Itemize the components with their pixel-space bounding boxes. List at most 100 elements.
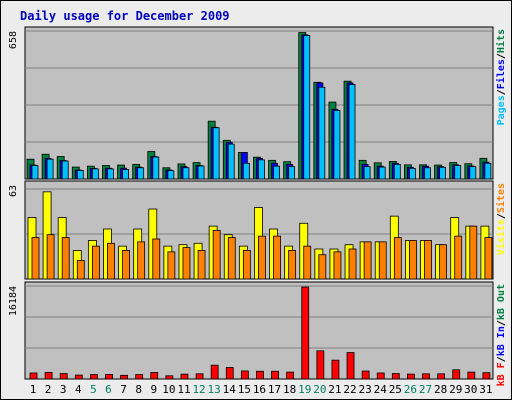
day-label: 6 <box>105 383 112 396</box>
day-label: 7 <box>120 383 127 396</box>
sites-bar <box>167 251 176 280</box>
day-label: 29 <box>449 383 462 396</box>
sites-bar <box>363 241 372 280</box>
kb-f-bar <box>361 370 370 380</box>
kb-f-bar <box>452 369 461 380</box>
pages-bar <box>469 166 477 180</box>
day-label: 12 <box>192 383 205 396</box>
legend-hits-files-pages: Pages/Files/Hits <box>495 29 507 125</box>
sites-bar <box>31 237 40 280</box>
pages-bar <box>182 167 190 180</box>
pages-bar <box>439 166 447 180</box>
legend-visits-sites: Visits/Sites <box>495 183 507 255</box>
day-label: 26 <box>404 383 417 396</box>
day-label: 3 <box>60 383 67 396</box>
pages-bar <box>197 165 205 180</box>
legend-entry: kB In <box>496 326 507 356</box>
pages-bar <box>61 160 69 180</box>
legend-entry: / <box>496 213 507 219</box>
pages-bar <box>167 170 175 180</box>
pages-bar <box>242 162 250 180</box>
day-label: 20 <box>313 383 326 396</box>
sites-bar <box>61 237 70 280</box>
sites-bar <box>318 254 327 280</box>
legend-kbytes: kB F/kB In/kB Out <box>496 284 507 386</box>
sites-bar <box>454 235 463 280</box>
pages-bar <box>484 162 492 180</box>
y-max-label: 658 <box>8 31 19 49</box>
pages-bar <box>46 158 54 180</box>
kb-f-bar <box>271 370 279 380</box>
sites-bar <box>46 234 55 280</box>
kb-f-bar <box>225 367 234 380</box>
day-label: 17 <box>268 383 281 396</box>
sites-bar <box>91 245 100 280</box>
legend-entry: / <box>496 356 507 362</box>
pages-bar <box>454 165 462 180</box>
sites-bar <box>378 241 387 280</box>
kb-f-bar <box>120 374 128 380</box>
day-label: 5 <box>90 383 97 396</box>
pages-bar <box>107 168 114 180</box>
sites-bar <box>424 240 432 280</box>
sites-bar <box>288 250 297 280</box>
day-label: 23 <box>359 383 372 396</box>
sites-bar <box>137 241 146 280</box>
legend-entry: Pages <box>496 95 507 125</box>
day-label: 19 <box>298 383 311 396</box>
kb-f-bar <box>150 372 159 380</box>
legend-entry: Hits <box>495 29 507 53</box>
day-label: 13 <box>208 383 221 396</box>
pages-bar <box>348 84 356 180</box>
day-label: 28 <box>434 383 447 396</box>
sites-bar <box>152 238 161 280</box>
kb-f-bar <box>240 370 249 380</box>
kb-f-bar <box>195 373 204 380</box>
day-label: 1 <box>30 383 37 396</box>
sites-bar <box>409 240 417 280</box>
kb-f-bar <box>407 373 415 380</box>
pages-bar <box>318 86 326 180</box>
day-label: 14 <box>223 383 237 396</box>
sites-bar <box>273 235 281 280</box>
sites-bar <box>348 248 357 280</box>
day-label: 8 <box>135 383 142 396</box>
sites-bar <box>122 250 130 280</box>
day-label: 24 <box>374 383 388 396</box>
kb-f-bar <box>89 374 98 380</box>
pages-bar <box>227 143 235 180</box>
day-label: 10 <box>162 383 175 396</box>
sites-bar <box>212 230 221 280</box>
chart-title: Daily usage for December 2009 <box>20 9 230 23</box>
kb-f-bar <box>29 372 38 380</box>
chart-panel-kbytes <box>24 281 494 380</box>
sites-bar <box>197 250 206 280</box>
kb-f-bar <box>482 372 491 380</box>
legend-entry: Files <box>495 59 507 89</box>
sites-bar <box>242 250 251 280</box>
pages-bar <box>378 166 386 180</box>
kb-f-bar <box>301 286 310 380</box>
kb-f-bar <box>391 373 400 380</box>
kb-f-bar <box>105 374 113 380</box>
day-label: 2 <box>45 383 52 396</box>
sites-bar <box>303 245 312 280</box>
day-label: 25 <box>389 383 402 396</box>
day-label: 27 <box>419 383 432 396</box>
y-max-label: 16184 <box>8 286 19 316</box>
pages-bar <box>212 127 220 180</box>
day-label: 16 <box>253 383 266 396</box>
legend-entry: / <box>496 320 507 326</box>
day-label: 21 <box>328 383 341 396</box>
legend-entry: / <box>496 89 507 95</box>
legend-entry: kB Out <box>496 284 507 320</box>
day-label: 11 <box>177 383 190 396</box>
kb-f-bar <box>376 372 385 380</box>
sites-bar <box>258 235 266 280</box>
pages-bar <box>152 156 160 180</box>
pages-bar <box>424 167 431 180</box>
pages-bar <box>91 168 99 180</box>
kb-f-bar <box>346 352 355 380</box>
kb-f-bar <box>59 373 68 380</box>
